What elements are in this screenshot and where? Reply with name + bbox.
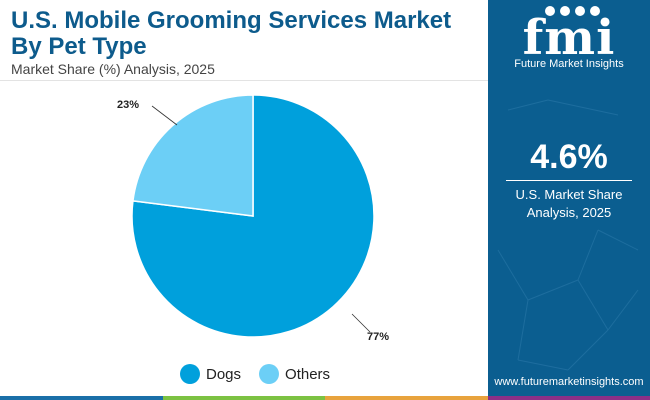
stat-caption-line1: U.S. Market Share — [515, 187, 623, 202]
website-link[interactable]: www.futuremarketinsights.com — [494, 376, 644, 388]
fmi-logo: fmi — [522, 10, 616, 66]
legend-label-dogs: Dogs — [206, 365, 242, 383]
legend-item-dogs: Dogs — [180, 364, 241, 384]
legend-swatch-dogs — [180, 364, 200, 384]
chart-subtitle: Market Share (%) Analysis, 2025 — [11, 61, 215, 77]
chart-title: U.S. Mobile Grooming Services Market By … — [11, 7, 452, 60]
pie-chart: 77% 23% — [117, 94, 389, 343]
bottom-bar-segment — [0, 396, 163, 400]
legend-label-others: Others — [285, 365, 331, 383]
data-label-dogs: 77% — [367, 331, 389, 343]
chart-legend: Dogs Others — [180, 364, 348, 384]
bottom-color-bar — [0, 396, 650, 400]
legend-item-others: Others — [259, 364, 330, 384]
sidebar-panel: fmi Future Market Insights 4.6% U.S. Mar… — [488, 0, 650, 400]
data-label-others: 23% — [117, 99, 139, 111]
logo-icons — [545, 6, 600, 16]
pie-slice-others — [132, 94, 254, 217]
logo-caption: Future Market Insights — [514, 58, 624, 70]
stat-value: 4.6% — [530, 138, 608, 176]
bottom-bar-segment — [325, 396, 488, 400]
stat-caption: U.S. Market Share Analysis, 2025 — [488, 186, 650, 222]
legend-swatch-others — [259, 364, 280, 384]
stat-divider — [506, 180, 632, 181]
background-pattern — [497, 99, 639, 371]
leader-line-dogs — [351, 313, 371, 333]
header-divider — [0, 80, 488, 81]
stat-caption-line2: Analysis, 2025 — [526, 205, 612, 220]
bottom-bar-segment — [162, 396, 325, 400]
leader-line-others — [151, 105, 178, 126]
bottom-bar-segment — [487, 396, 650, 400]
